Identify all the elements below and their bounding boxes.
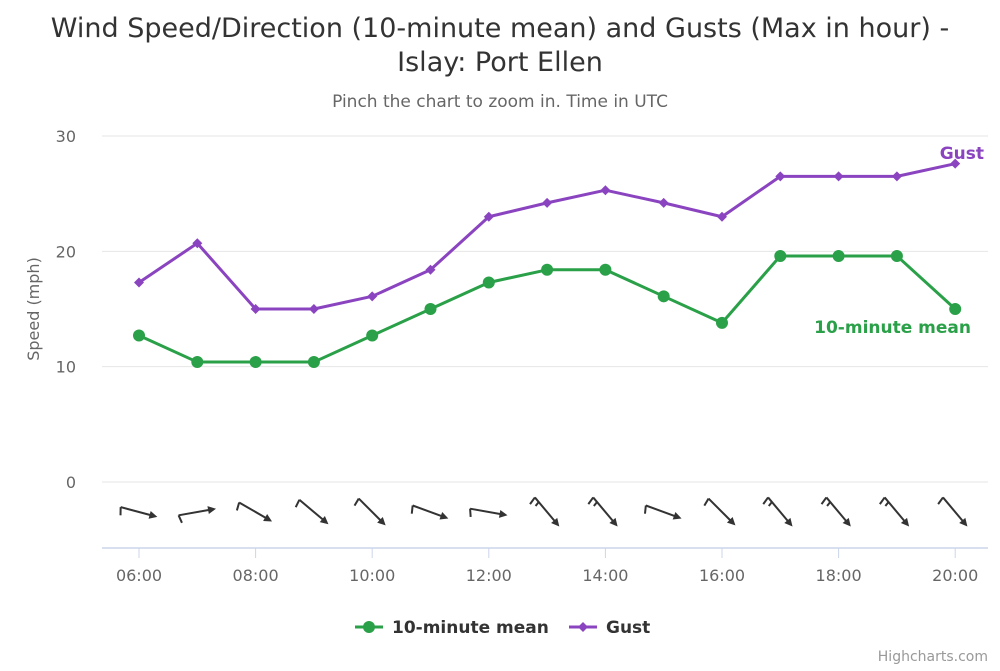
gust-data-point [775, 171, 786, 182]
mean-data-point [599, 263, 612, 276]
wind-barb-icon [703, 497, 736, 526]
wind-barb-icon [937, 496, 968, 527]
mean-data-point [832, 249, 845, 262]
wind-barb-icon [119, 506, 158, 519]
mean-data-point [307, 356, 320, 369]
mean-data-point [249, 356, 262, 369]
gust-series-label: Gust [940, 144, 984, 164]
wind-barb-icon [587, 496, 618, 527]
gust-data-point [542, 197, 553, 208]
mean-data-point [774, 249, 787, 262]
mean-data-point [424, 303, 437, 315]
x-tick-label: 12:00 [466, 566, 512, 585]
x-tick-label: 08:00 [233, 566, 279, 585]
wind-barb-icon [294, 499, 329, 525]
wind-barb-icon [177, 506, 217, 524]
x-tick-label: 14:00 [582, 566, 628, 585]
mean-data-point [133, 329, 145, 342]
y-tick-label: 0 [66, 473, 76, 492]
gust-data-point [425, 264, 436, 275]
mean-data-point [949, 303, 962, 315]
gust-data-point [717, 211, 727, 222]
gust-data-point [658, 197, 669, 208]
mean-series-label: 10-minute mean [814, 318, 971, 338]
x-tick-label: 06:00 [116, 566, 162, 585]
y-axis-title: Speed (mph) [24, 257, 43, 361]
highcharts-credit[interactable]: Highcharts.com [877, 649, 988, 665]
wind-barb-icon [410, 504, 449, 520]
chart-subtitle: Pinch the chart to zoom in. Time in UTC [332, 92, 668, 112]
x-tick-label: 18:00 [816, 566, 862, 585]
gust-data-point [367, 291, 378, 302]
gust-data-point [134, 277, 144, 288]
x-tick-label: 10:00 [349, 566, 395, 585]
wind-barb-icon [235, 501, 273, 522]
gust-data-point [891, 171, 902, 182]
y-tick-label: 10 [56, 358, 76, 377]
y-tick-label: 20 [56, 242, 76, 261]
mean-data-point [482, 276, 495, 289]
legend-gust-marker [578, 622, 588, 632]
wind-barb-icon [643, 504, 682, 520]
chart-title-line1: Wind Speed/Direction (10-minute mean) an… [50, 13, 950, 44]
x-tick-label: 20:00 [932, 566, 978, 585]
gust-data-point [833, 171, 844, 182]
legend-gust-label: Gust [606, 618, 650, 638]
chart-title: Wind Speed/Direction (10-minute mean) an… [0, 12, 1000, 80]
gust-series-line [138, 162, 956, 311]
gust-data-point [483, 211, 494, 222]
wind-barb-icon [879, 496, 910, 527]
mean-data-point [541, 263, 554, 276]
gust-data-point [950, 158, 961, 169]
wind-barb-icon [529, 496, 560, 527]
mean-data-point [890, 249, 903, 262]
gust-data-point [250, 304, 261, 314]
x-tick-label: 16:00 [699, 566, 745, 585]
gust-data-point [600, 185, 611, 196]
wind-barb-icon [762, 496, 793, 527]
gust-data-point [192, 238, 203, 249]
wind-barb-icon [469, 507, 508, 518]
mean-data-point [366, 329, 379, 342]
chart-title-line2: Islay: Port Ellen [397, 47, 603, 78]
mean-data-point [191, 356, 204, 369]
gust-data-point [308, 304, 319, 314]
y-tick-label: 30 [56, 127, 76, 146]
mean-data-point [716, 316, 728, 329]
wind-barb-icon [353, 497, 386, 526]
mean-data-point [657, 290, 670, 303]
legend-mean-label: 10-minute mean [392, 618, 549, 638]
wind-barb-icon [820, 496, 851, 527]
legend-mean-marker [363, 621, 375, 633]
